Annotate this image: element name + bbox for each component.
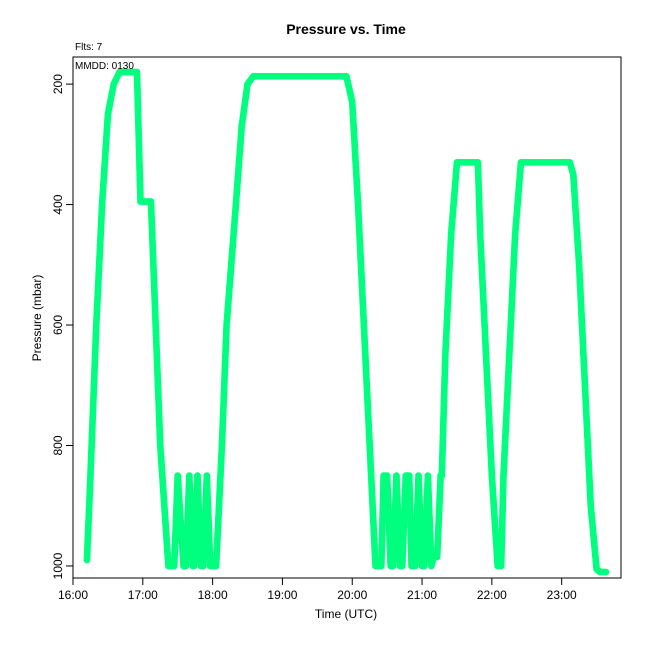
flights-annotation: Flts: 7 — [75, 42, 103, 53]
x-tick-label: 17:00 — [128, 588, 158, 602]
x-tick-label: 21:00 — [407, 588, 437, 602]
y-tick-label: 1000 — [51, 552, 65, 579]
data-point — [602, 568, 610, 576]
y-tick-label: 400 — [51, 194, 65, 214]
x-tick-label: 23:00 — [547, 588, 577, 602]
x-axis: 16:00 17:00 18:00 19:00 20:00 21:00 22:00 23:00 — [58, 577, 577, 602]
date-annotation: MMDD: 0130 — [75, 61, 134, 72]
y-tick-label: 600 — [51, 315, 65, 335]
x-tick-label: 18:00 — [198, 588, 228, 602]
y-tick-label: 200 — [51, 74, 65, 94]
y-tick-label: 800 — [51, 435, 65, 455]
chart-title: Pressure vs. Time — [286, 21, 406, 37]
x-tick-label: 22:00 — [477, 588, 507, 602]
x-axis-title: Time (UTC) — [315, 607, 377, 621]
y-axis-title: Pressure (mbar) — [30, 275, 44, 362]
x-tick-label: 20:00 — [337, 588, 367, 602]
y-axis: 200 400 600 800 1000 — [51, 74, 74, 579]
x-tick-label: 19:00 — [267, 588, 297, 602]
x-tick-label: 16:00 — [58, 588, 88, 602]
plot-area — [83, 68, 610, 576]
